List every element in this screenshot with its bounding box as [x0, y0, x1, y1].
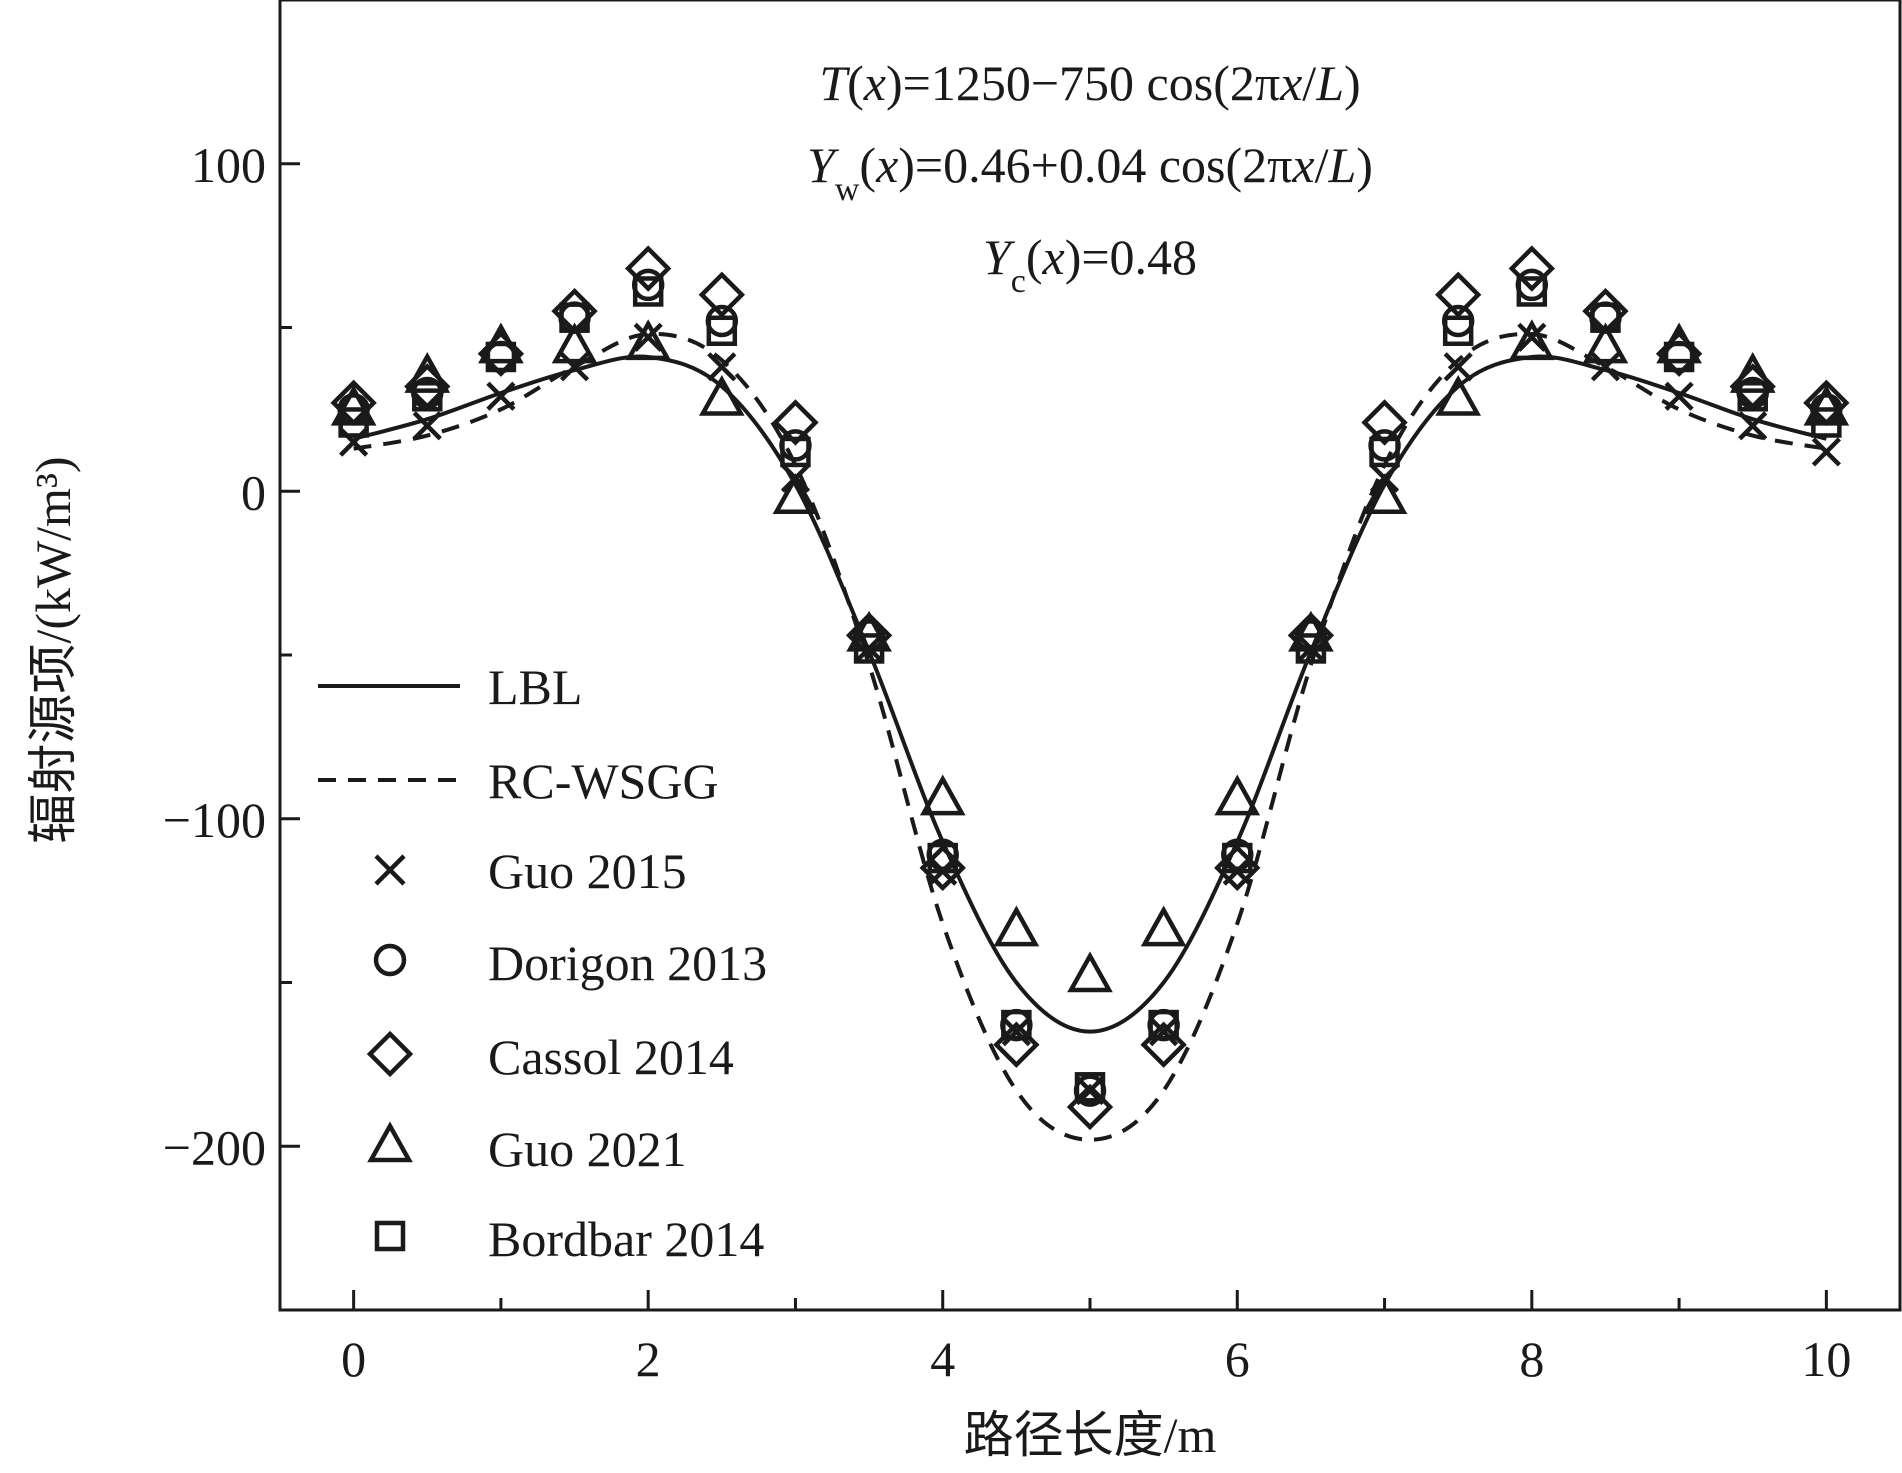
curves — [353, 331, 1827, 1142]
x-tick-label: 2 — [636, 1331, 661, 1387]
y-tick-label: 0 — [241, 464, 266, 520]
point-x — [412, 411, 442, 441]
point-circle — [1515, 268, 1549, 302]
point-circle — [705, 304, 739, 338]
point-x — [1517, 322, 1547, 352]
point-square — [632, 276, 664, 307]
point-triangle — [551, 322, 598, 364]
point-diamond — [1361, 399, 1408, 446]
point-square — [1516, 276, 1548, 307]
plot-frame — [278, 0, 1902, 1312]
legend-marker-circle-icon — [373, 943, 407, 977]
point-square — [1148, 1009, 1179, 1041]
point-square — [1811, 407, 1842, 438]
point-triangle — [993, 905, 1040, 947]
point-square — [338, 407, 369, 438]
x-tick-label: 0 — [341, 1331, 366, 1387]
point-square — [927, 842, 958, 874]
point-diamond — [698, 271, 746, 318]
point-x — [633, 322, 663, 352]
point-square — [1369, 436, 1400, 468]
point-triangle — [625, 319, 672, 361]
point-square — [706, 315, 738, 347]
point-diamond — [772, 399, 819, 446]
point-triangle — [1435, 374, 1482, 416]
point-diamond — [1434, 271, 1482, 318]
point-x — [1590, 352, 1621, 382]
point-x — [559, 352, 590, 382]
legend-marker-x-icon — [374, 854, 406, 886]
legend-label-bordbar-2014: Bordbar 2014 — [488, 1211, 764, 1267]
point-square — [1663, 341, 1695, 373]
x-axis-title: 路径长度/m — [964, 1407, 1217, 1463]
point-diamond — [1508, 245, 1556, 292]
point-triangle — [1140, 905, 1187, 947]
point-triangle — [1361, 473, 1408, 515]
point-triangle — [772, 473, 819, 515]
y-tick-label: −100 — [163, 792, 266, 848]
point-triangle — [1508, 319, 1555, 361]
point-square — [485, 341, 517, 373]
point-triangle — [330, 384, 377, 426]
point-triangle — [1067, 951, 1113, 993]
point-diamond — [845, 612, 893, 659]
point-square — [780, 436, 811, 468]
legend-label-lbl: LBL — [488, 659, 582, 715]
formula-line-1: T(x)=1250−750 cos(2πx/L) — [819, 55, 1360, 111]
point-triangle — [919, 774, 966, 816]
x-tick-label: 4 — [930, 1331, 955, 1387]
point-triangle — [846, 610, 892, 652]
point-triangle — [404, 352, 451, 393]
y-axis-title: 辐射源项/(kW/m³) — [25, 456, 81, 843]
point-diamond — [1287, 612, 1335, 659]
x-tick-label: 8 — [1519, 1331, 1544, 1387]
point-circle — [1441, 304, 1475, 338]
point-x — [707, 352, 737, 382]
legend: LBL RC-WSGG Guo 2015 Dorigon 2013 Cassol… — [318, 659, 767, 1267]
axis-ticks: 0 2 4 6 8 10 100 0 −100 −200 — [163, 137, 1852, 1387]
point-circle — [631, 268, 665, 302]
point-square — [1222, 842, 1253, 874]
point-diamond — [624, 245, 672, 292]
formula-line-3: Yc(x)=0.48 — [983, 229, 1197, 300]
legend-label-guo-2015: Guo 2015 — [488, 843, 687, 899]
point-x — [339, 427, 369, 457]
point-triangle — [1288, 610, 1334, 652]
formula-annotation: T(x)=1250−750 cos(2πx/L) Yw(x)=0.46+0.04… — [807, 55, 1373, 300]
point-triangle — [1729, 352, 1776, 393]
point-x — [1664, 381, 1694, 411]
point-square — [853, 633, 885, 664]
point-triangle — [698, 374, 745, 416]
point-x — [1443, 352, 1473, 382]
point-square — [559, 302, 590, 333]
point-square — [1442, 315, 1474, 347]
point-triangle — [1582, 322, 1629, 364]
point-square — [1001, 1009, 1032, 1041]
point-square — [1590, 302, 1621, 333]
point-x — [486, 381, 516, 411]
point-square — [1737, 381, 1768, 412]
y-tick-label: 100 — [191, 137, 266, 193]
legend-label-guo-2021: Guo 2021 — [488, 1121, 687, 1177]
point-square — [412, 381, 443, 412]
legend-label-cassol-2014: Cassol 2014 — [488, 1029, 734, 1085]
point-triangle — [1803, 384, 1850, 426]
legend-label-dorigon-2013: Dorigon 2013 — [488, 935, 767, 991]
x-tick-label: 6 — [1225, 1331, 1250, 1387]
legend-label-rc-wsgg: RC-WSGG — [488, 753, 719, 809]
point-triangle — [1214, 774, 1261, 816]
x-tick-label: 10 — [1801, 1331, 1851, 1387]
point-square — [1295, 633, 1327, 664]
markers — [330, 245, 1850, 1131]
legend-marker-triangle-icon — [367, 1121, 413, 1163]
legend-marker-diamond-icon — [366, 1030, 414, 1078]
point-x — [1811, 437, 1841, 467]
y-tick-label: −200 — [163, 1119, 266, 1175]
formula-line-2: Yw(x)=0.46+0.04 cos(2πx/L) — [807, 137, 1373, 208]
legend-marker-square-icon — [374, 1220, 406, 1252]
curve-rc-wsgg — [353, 331, 1827, 1142]
point-square — [1074, 1072, 1106, 1103]
point-x — [1738, 411, 1768, 441]
